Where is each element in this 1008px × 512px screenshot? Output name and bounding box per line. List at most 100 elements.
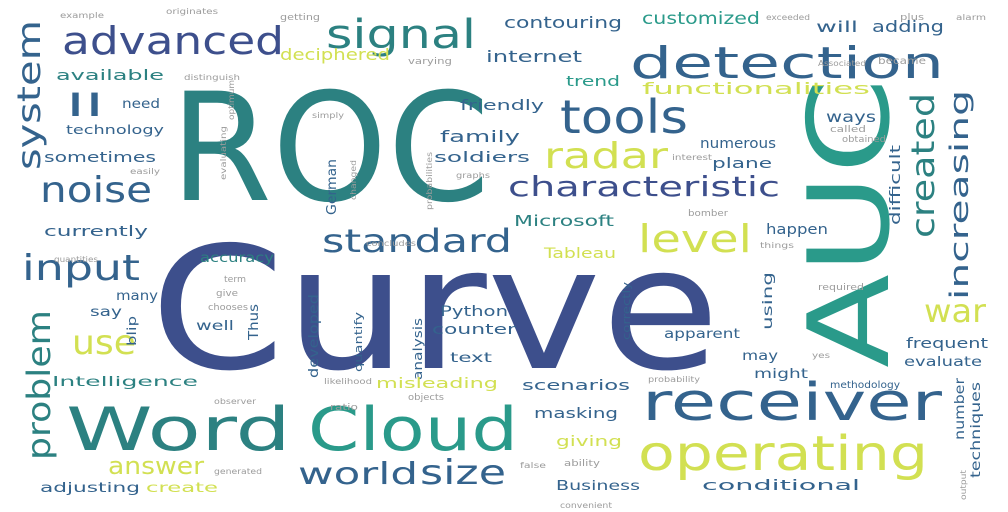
word-evaluating: evaluating bbox=[219, 126, 228, 180]
word-ability: ability bbox=[564, 459, 601, 469]
word-size: size bbox=[420, 453, 506, 493]
word-output: output bbox=[959, 470, 968, 500]
word-system: system bbox=[10, 20, 48, 170]
word-varying: varying bbox=[408, 57, 452, 67]
word-say: say bbox=[90, 305, 122, 320]
word-python: Python bbox=[440, 304, 508, 320]
word-microsoft: Microsoft bbox=[514, 212, 614, 230]
word-friendly: friendly bbox=[460, 98, 544, 114]
word-adjusting: adjusting bbox=[40, 481, 140, 496]
word-changed: changed bbox=[349, 160, 358, 200]
word-frequent: frequent bbox=[906, 336, 989, 352]
word-objects: objects bbox=[408, 393, 444, 403]
word-might: might bbox=[754, 367, 808, 382]
word-sometimes: sometimes bbox=[44, 150, 156, 166]
word-bomber: bomber bbox=[688, 209, 728, 219]
word-ways: ways bbox=[826, 108, 876, 126]
word-functionalities: functionalities bbox=[642, 79, 870, 98]
word-operating: operating bbox=[638, 426, 928, 482]
word-word: Word bbox=[66, 395, 291, 465]
word-getting: getting bbox=[280, 13, 320, 23]
word-available: available bbox=[56, 68, 164, 84]
word-difficult: difficult bbox=[888, 144, 904, 225]
word-quantities: quantities bbox=[54, 255, 98, 264]
word-exceeded: exceeded bbox=[766, 13, 810, 22]
word-intelligence: Intelligence bbox=[52, 375, 198, 390]
word-increasing: increasing bbox=[945, 90, 975, 300]
word-observer: observer bbox=[214, 397, 257, 406]
word-german: German bbox=[325, 159, 340, 215]
word-term: term bbox=[224, 275, 246, 285]
word-cloud-term: Cloud bbox=[308, 395, 518, 465]
word-may: may bbox=[742, 349, 778, 364]
word-input: input bbox=[22, 248, 140, 289]
word-called: called bbox=[830, 125, 866, 135]
word-standard: standard bbox=[322, 222, 512, 260]
word-give: give bbox=[216, 289, 239, 299]
word-scenarios: scenarios bbox=[522, 378, 630, 394]
word-advanced: advanced bbox=[62, 19, 284, 63]
word-quantify: quantify bbox=[352, 311, 365, 372]
word-correctly: correctly bbox=[620, 281, 633, 340]
word-trend: trend bbox=[566, 74, 620, 90]
word-war: war bbox=[924, 292, 987, 330]
word-optimum: optimum bbox=[227, 80, 236, 120]
word-analysis: analysis bbox=[411, 318, 425, 380]
word-false: false bbox=[520, 461, 546, 470]
word-text: text bbox=[450, 351, 492, 366]
word-alarm: alarm bbox=[956, 13, 986, 22]
word-obtained: obtained bbox=[842, 135, 886, 145]
word-use: use bbox=[72, 323, 136, 363]
word-developed: developed bbox=[307, 294, 322, 378]
word-example: example bbox=[60, 11, 104, 20]
word-world: world bbox=[298, 457, 418, 492]
word-evaluate: evaluate bbox=[904, 355, 982, 370]
word-created: created bbox=[904, 93, 942, 238]
word-plane: plane bbox=[712, 156, 772, 172]
word-using: using bbox=[761, 272, 776, 330]
word-roc: ROC bbox=[170, 62, 490, 236]
word-family: family bbox=[440, 127, 520, 146]
word-noise: noise bbox=[40, 170, 152, 211]
word-problem: problem bbox=[20, 310, 58, 460]
word-methodology: methodology bbox=[830, 380, 900, 391]
word-auc: AUC bbox=[785, 78, 915, 368]
word-business: Business bbox=[556, 479, 640, 494]
word-originates: originates bbox=[166, 7, 218, 16]
word-apparent: apparent bbox=[664, 327, 740, 342]
word-internet: internet bbox=[486, 47, 582, 66]
word-simply: simply bbox=[312, 111, 344, 120]
word-thus: Thus bbox=[247, 304, 262, 341]
word-things: things bbox=[760, 241, 794, 250]
word-misleading: misleading bbox=[376, 376, 498, 392]
word-adding: adding bbox=[872, 17, 944, 36]
word-numerous: numerous bbox=[700, 136, 776, 152]
word-blip: blip bbox=[125, 316, 139, 346]
word-detection: detection bbox=[630, 38, 944, 89]
word-technology: technology bbox=[66, 123, 164, 137]
word-distinguish: distinguish bbox=[184, 73, 240, 82]
word-well: well bbox=[196, 319, 234, 334]
word-graphs: graphs bbox=[456, 171, 490, 180]
word-likelihood: likelihood bbox=[324, 377, 372, 386]
word-deciphered: deciphered bbox=[280, 45, 390, 64]
word-tableau: Tableau bbox=[543, 246, 616, 262]
word-happen: happen bbox=[766, 222, 828, 238]
word-masking: masking bbox=[534, 406, 618, 422]
word-ratio: ratio bbox=[330, 403, 359, 413]
word-level: level bbox=[638, 217, 752, 261]
word-soldiers: soldiers bbox=[434, 150, 530, 166]
word-became: became bbox=[878, 56, 926, 67]
word-chooses: chooses bbox=[208, 303, 248, 313]
word-signal: signal bbox=[326, 12, 476, 58]
word-customized: customized bbox=[642, 9, 760, 29]
word-create: create bbox=[146, 481, 218, 496]
word-interest: interest bbox=[672, 153, 712, 162]
word-plus: plus bbox=[900, 13, 924, 23]
word-probabilities: probabilities bbox=[425, 152, 434, 210]
word-convenient: convenient bbox=[560, 501, 612, 510]
word-conditional: conditional bbox=[702, 478, 860, 494]
